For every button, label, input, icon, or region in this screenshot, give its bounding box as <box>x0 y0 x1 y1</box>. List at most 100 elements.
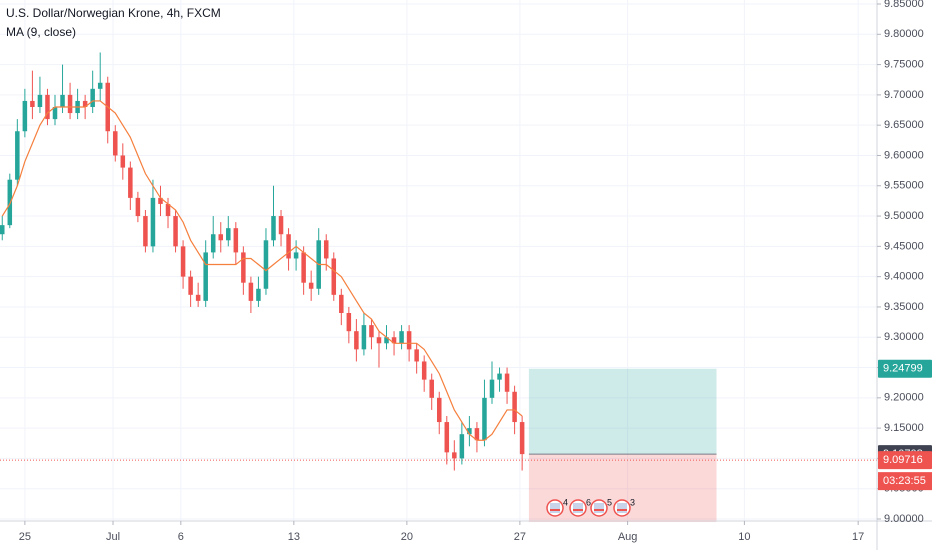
candle-body <box>210 234 216 253</box>
y-tick-label: 9.65000 <box>884 119 924 131</box>
candle-body <box>489 379 495 398</box>
y-tick-label: 9.70000 <box>884 89 924 101</box>
y-tick-label: 9.30000 <box>884 331 924 343</box>
candle-body <box>218 234 224 241</box>
y-tick-label: 9.55000 <box>884 180 924 192</box>
candle-body <box>52 106 58 120</box>
y-tick-label: 9.00000 <box>884 513 924 525</box>
candle-body <box>346 312 352 332</box>
x-tick-label: Aug <box>618 531 638 543</box>
candle-body <box>143 216 148 247</box>
candle-body <box>30 100 35 107</box>
y-tick-label: 9.50000 <box>884 210 924 222</box>
target-price-label-box <box>878 359 932 378</box>
candle-body <box>512 391 517 423</box>
candle-body <box>45 94 50 120</box>
candle-body <box>429 379 434 398</box>
candle-body <box>474 428 480 441</box>
candle-body <box>226 228 231 241</box>
y-tick-label: 9.40000 <box>884 271 924 283</box>
profit-zone[interactable] <box>528 368 717 455</box>
candle-body <box>188 276 193 295</box>
y-tick-label: 9.75000 <box>884 58 924 70</box>
event-flag-icon <box>550 503 560 513</box>
candle-body <box>173 216 178 247</box>
candle-body <box>128 167 133 198</box>
x-tick-label: 20 <box>401 531 413 543</box>
candle-body <box>406 331 412 350</box>
position-tool[interactable] <box>528 368 717 523</box>
x-tick-label: 10 <box>738 531 750 543</box>
y-tick-label: 9.45000 <box>884 240 924 252</box>
candle-body <box>22 100 28 132</box>
x-tick-label: 6 <box>178 531 184 543</box>
candle-body <box>15 131 20 180</box>
candle-body <box>150 197 156 247</box>
candle-body <box>0 225 5 235</box>
candle-body <box>82 100 88 107</box>
x-tick-label: 13 <box>288 531 300 543</box>
candle-body <box>293 252 299 259</box>
event-count: 6 <box>586 497 591 507</box>
indicator-legend[interactable]: MA (9, close) <box>6 25 76 39</box>
candle-body <box>158 197 163 204</box>
candle-body <box>339 294 344 313</box>
bid-price-label-box <box>878 451 932 470</box>
countdown: 03:23:55 <box>883 475 926 487</box>
event-count: 3 <box>630 497 635 507</box>
candle-body <box>97 82 103 89</box>
axes: 9.000009.050009.100009.150009.200009.250… <box>19 0 932 543</box>
candle-body <box>444 422 450 453</box>
candle-body <box>497 373 502 380</box>
target-price-label: 9.24799 <box>883 363 923 375</box>
candle-body <box>376 337 382 344</box>
chart-title: U.S. Dollar/Norwegian Krone, 4h, FXCM <box>6 6 221 20</box>
candle-body <box>278 216 284 235</box>
x-tick-label: Jul <box>106 531 120 543</box>
candle-body <box>60 94 65 107</box>
candle-body <box>384 337 389 344</box>
candle-body <box>369 325 374 338</box>
candle-body <box>120 155 126 168</box>
candle-body <box>256 288 261 301</box>
candle-body <box>37 94 43 107</box>
y-tick-label: 9.20000 <box>884 392 924 404</box>
candle-body <box>467 428 472 435</box>
candle-body <box>180 246 186 277</box>
candle-body <box>459 434 465 459</box>
y-tick-label: 9.60000 <box>884 149 924 161</box>
y-tick-label: 9.85000 <box>884 0 924 10</box>
event-flag-icon <box>594 503 604 513</box>
x-tick-label: 25 <box>19 531 31 543</box>
candle-body <box>286 234 291 259</box>
candle-body <box>323 240 329 259</box>
candle-body <box>241 252 246 283</box>
y-tick-label: 9.35000 <box>884 301 924 313</box>
plot: 4 6 5 3 <box>0 52 877 517</box>
candle-body <box>90 88 95 107</box>
bid-price-label: 9.09716 <box>883 454 923 466</box>
candle-body <box>414 349 419 362</box>
candle-body <box>308 282 314 289</box>
x-tick-label: 17 <box>852 531 864 543</box>
candle-body <box>195 294 201 301</box>
candle-body <box>399 331 404 344</box>
candle-body <box>263 240 269 289</box>
candle-body <box>331 258 337 295</box>
candle-body <box>361 325 367 350</box>
candle-body <box>519 422 525 455</box>
y-tick-label: 9.15000 <box>884 422 924 434</box>
candle-body <box>203 252 208 301</box>
ma-line <box>1 100 523 441</box>
candle-body <box>354 331 359 350</box>
candle-body <box>271 216 276 241</box>
event-flag-icon <box>617 503 627 513</box>
y-tick-label: 9.80000 <box>884 28 924 40</box>
x-tick-label: 27 <box>514 531 526 543</box>
candle-body <box>504 373 510 392</box>
candle-body <box>301 252 306 283</box>
candle-body <box>248 282 254 301</box>
